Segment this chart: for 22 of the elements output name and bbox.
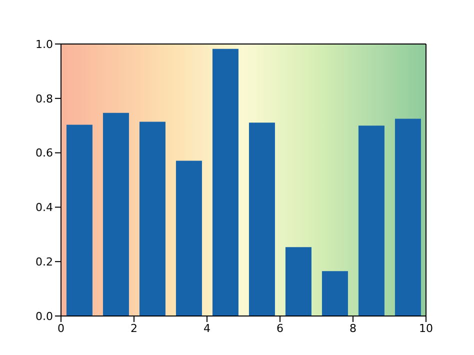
x-tick-label: 10 bbox=[419, 322, 433, 335]
bar bbox=[139, 122, 166, 316]
y-tick-label: 0.2 bbox=[36, 256, 53, 269]
bar bbox=[394, 118, 421, 316]
bar bbox=[212, 48, 238, 316]
bar bbox=[176, 160, 202, 316]
y-tick-label: 0.8 bbox=[36, 92, 53, 106]
x-tick-label: 8 bbox=[350, 322, 356, 335]
bar bbox=[322, 271, 348, 316]
y-tick-label: 0.6 bbox=[36, 146, 53, 160]
y-tick-label: 1.0 bbox=[36, 38, 53, 51]
x-tick-label: 2 bbox=[130, 322, 138, 335]
bar bbox=[102, 112, 129, 316]
bar bbox=[358, 126, 384, 316]
bar bbox=[248, 122, 275, 316]
y-tick-label: 0.0 bbox=[36, 310, 53, 323]
x-tick-label: 4 bbox=[204, 322, 210, 335]
bar bbox=[66, 124, 92, 316]
bar bbox=[285, 247, 312, 316]
x-tick-label: 6 bbox=[276, 322, 284, 335]
x-tick-label: 0 bbox=[58, 322, 64, 335]
y-tick-label: 0.4 bbox=[36, 201, 53, 214]
